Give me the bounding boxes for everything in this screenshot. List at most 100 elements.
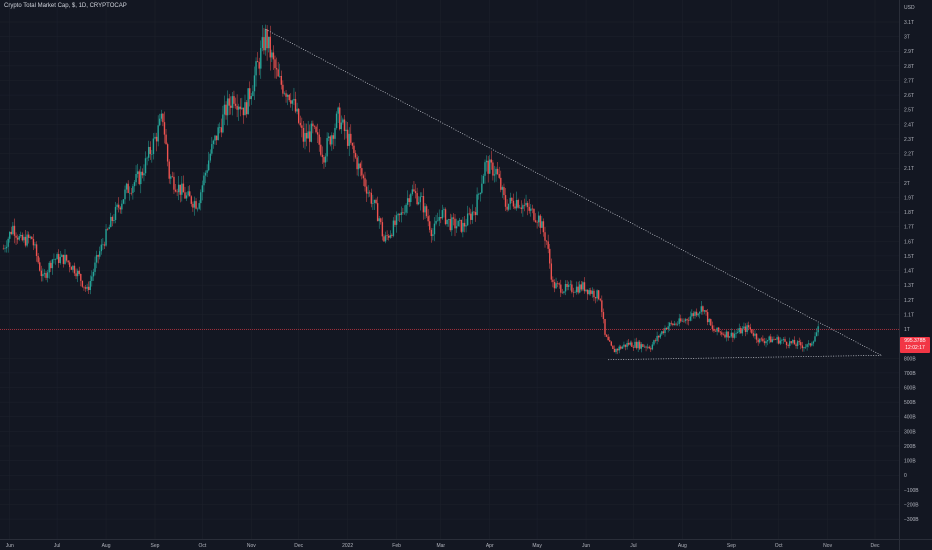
candle-body xyxy=(125,183,128,190)
candle-body xyxy=(730,332,733,337)
candle-body xyxy=(549,248,551,264)
candle-body xyxy=(395,215,398,225)
price-axis[interactable]: USD 3.1T 3T 2.9T 2.8T 2.7T 2.6T 2.5T 2.4T 2.3T 2.… xyxy=(904,5,919,523)
candle-body xyxy=(124,189,126,200)
price-tick-label: 1.5T xyxy=(904,254,914,260)
candle-body xyxy=(206,170,208,173)
candle-body xyxy=(528,206,530,211)
time-tick-label: Nov xyxy=(247,543,256,549)
candle-body xyxy=(174,189,177,192)
candle-body xyxy=(193,201,196,208)
grid-lines xyxy=(0,0,900,539)
candle-body xyxy=(394,220,396,225)
candle-body xyxy=(51,259,54,269)
candle-body xyxy=(67,260,69,263)
price-tick-label: 0 xyxy=(904,473,907,479)
candle-body xyxy=(695,311,698,316)
candle-body xyxy=(84,287,87,289)
price-tick-label: 2.4T xyxy=(904,122,914,128)
candle-body xyxy=(602,312,605,320)
price-tick-label: 1.3T xyxy=(904,283,914,289)
candle-body xyxy=(157,125,159,142)
candle-body xyxy=(500,177,502,190)
candle-body xyxy=(282,84,284,94)
candle-body xyxy=(152,138,155,154)
candle-body xyxy=(190,196,193,204)
trendline-upper[interactable] xyxy=(265,29,882,356)
candle-body xyxy=(536,221,538,223)
time-tick-label: Sep xyxy=(727,543,736,549)
candle-body xyxy=(781,340,783,341)
candle-body xyxy=(87,286,90,291)
candle-body xyxy=(18,236,20,240)
price-tick-label: 300B xyxy=(904,429,916,435)
candle-body xyxy=(21,234,24,241)
candle-body xyxy=(744,326,747,332)
candle-body xyxy=(599,299,601,301)
candle-body xyxy=(789,341,791,346)
candle-body xyxy=(166,144,169,162)
price-tick-label: 1.7T xyxy=(904,225,914,231)
candle-body xyxy=(601,300,603,313)
candle-body xyxy=(711,325,714,329)
candle-body xyxy=(755,333,758,340)
trendline-lower[interactable] xyxy=(608,354,882,361)
candle-body xyxy=(369,192,371,194)
candle-body xyxy=(435,220,437,224)
candle-body xyxy=(391,235,393,236)
candle-body xyxy=(634,341,636,348)
candle-body xyxy=(242,107,245,116)
candle-body xyxy=(103,244,106,246)
candle-body xyxy=(425,206,428,217)
candle-body xyxy=(609,340,611,342)
candle-body xyxy=(495,168,497,175)
candle-body xyxy=(806,344,808,347)
candle-body xyxy=(410,194,412,203)
candle-body xyxy=(645,346,647,348)
candle-body xyxy=(72,265,74,270)
candle-body xyxy=(650,348,652,350)
candle-body xyxy=(520,207,523,209)
price-tick-label: −200B xyxy=(904,502,919,508)
candle-body xyxy=(684,319,687,322)
candle-body xyxy=(765,341,767,344)
candle-body xyxy=(78,270,80,274)
candle-body xyxy=(545,240,548,242)
candle-body xyxy=(271,52,273,58)
candle-body xyxy=(192,203,194,208)
time-axis[interactable]: Jun Jul Aug Sep Oct Nov Dec 2022 Feb Mar Apr May Jun… xyxy=(6,543,880,549)
time-tick-label: Dec xyxy=(871,543,880,549)
time-tick-label: Jul xyxy=(54,543,60,549)
candle-body xyxy=(433,223,436,235)
candle-body xyxy=(329,136,331,145)
candle-body xyxy=(616,348,619,351)
candle-body xyxy=(27,234,30,238)
candle-body xyxy=(350,133,352,143)
candle-body xyxy=(299,122,301,126)
candle-body xyxy=(586,289,589,295)
candle-body xyxy=(492,162,494,176)
candle-body xyxy=(665,327,668,330)
candle-body xyxy=(692,313,695,316)
candle-body xyxy=(340,122,343,130)
candle-body xyxy=(364,178,366,187)
candle-body xyxy=(310,123,313,142)
candle-body xyxy=(23,236,25,241)
candle-body xyxy=(560,284,562,293)
candle-body xyxy=(233,96,235,104)
candle-body xyxy=(514,206,516,209)
candle-body xyxy=(762,338,764,342)
candle-body xyxy=(770,336,772,343)
candle-body xyxy=(466,213,469,226)
candle-body xyxy=(31,236,33,240)
candle-body xyxy=(253,75,256,92)
candle-body xyxy=(86,286,88,289)
price-tick-label: 2.7T xyxy=(904,78,914,84)
candle-body xyxy=(408,198,410,203)
candle-body xyxy=(100,244,103,252)
candle-body xyxy=(81,280,84,287)
candle-body xyxy=(593,290,595,298)
price-tick-label: 2.2T xyxy=(904,152,914,158)
